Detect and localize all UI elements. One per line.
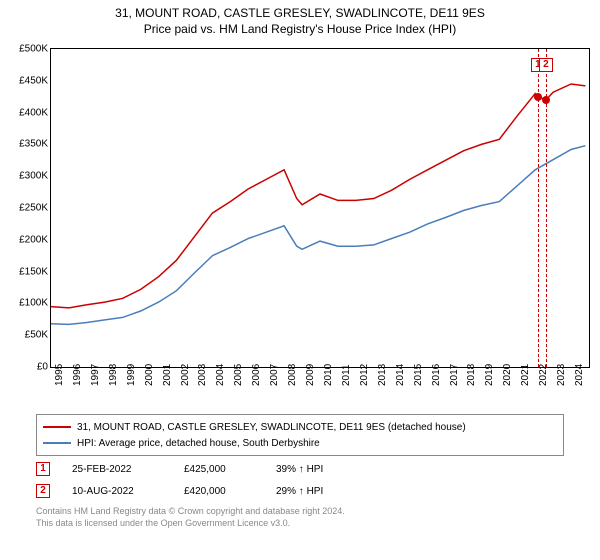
x-axis-tick: 2015 <box>413 364 424 386</box>
legend-box: 31, MOUNT ROAD, CASTLE GRESLEY, SWADLINC… <box>36 414 564 456</box>
y-axis-tick: £100K <box>6 298 48 309</box>
sale-price: £425,000 <box>184 464 254 475</box>
x-axis-tick: 2002 <box>180 364 191 386</box>
x-axis-tick: 1997 <box>90 364 101 386</box>
legend-swatch-hpi <box>43 442 71 444</box>
line-svg <box>51 49 589 367</box>
legend-label-property: 31, MOUNT ROAD, CASTLE GRESLEY, SWADLINC… <box>77 422 466 433</box>
x-axis-tick: 2012 <box>359 364 370 386</box>
legend-row: HPI: Average price, detached house, Sout… <box>43 435 557 451</box>
x-axis-tick: 1999 <box>126 364 137 386</box>
legend-row: 31, MOUNT ROAD, CASTLE GRESLEY, SWADLINC… <box>43 419 557 435</box>
sale-date: 25-FEB-2022 <box>72 464 162 475</box>
x-axis-tick: 2017 <box>449 364 460 386</box>
x-axis-tick: 2003 <box>197 364 208 386</box>
y-axis-tick: £200K <box>6 234 48 245</box>
x-axis-tick: 2011 <box>341 364 352 386</box>
sale-marker-dot <box>542 96 550 104</box>
x-axis-tick: 2024 <box>574 364 585 386</box>
x-axis-tick: 2023 <box>556 364 567 386</box>
sale-marker-badge: 2 <box>539 58 553 72</box>
x-axis-tick: 1998 <box>108 364 119 386</box>
x-axis-tick: 2014 <box>395 364 406 386</box>
legend-label-hpi: HPI: Average price, detached house, Sout… <box>77 438 320 449</box>
sale-events: 1 25-FEB-2022 £425,000 39% ↑ HPI 2 10-AU… <box>36 462 564 498</box>
legend-swatch-property <box>43 426 71 428</box>
sale-row: 2 10-AUG-2022 £420,000 29% ↑ HPI <box>36 484 564 498</box>
x-axis-tick: 2010 <box>323 364 334 386</box>
y-axis-tick: £450K <box>6 75 48 86</box>
sale-date: 10-AUG-2022 <box>72 486 162 497</box>
sale-marker-dot <box>534 93 542 101</box>
plot-area: £0£50K£100K£150K£200K£250K£300K£350K£400… <box>50 48 590 368</box>
y-axis-tick: £0 <box>6 362 48 373</box>
x-axis-tick: 2013 <box>377 364 388 386</box>
sale-hpi-delta: 29% ↑ HPI <box>276 486 356 497</box>
y-axis-tick: £50K <box>6 330 48 341</box>
title-subtitle: Price paid vs. HM Land Registry's House … <box>10 22 590 36</box>
x-axis-tick: 2022 <box>538 364 549 386</box>
x-axis-tick: 2020 <box>502 364 513 386</box>
chart-title-block: 31, MOUNT ROAD, CASTLE GRESLEY, SWADLINC… <box>0 0 600 38</box>
x-axis-tick: 2009 <box>305 364 316 386</box>
sale-badge-2: 2 <box>36 484 50 498</box>
y-axis-tick: £400K <box>6 107 48 118</box>
sale-hpi-delta: 39% ↑ HPI <box>276 464 356 475</box>
chart-container: £0£50K£100K£150K£200K£250K£300K£350K£400… <box>40 38 600 408</box>
sale-price: £420,000 <box>184 486 254 497</box>
footer-attribution: Contains HM Land Registry data © Crown c… <box>36 506 564 529</box>
x-axis-tick: 2019 <box>484 364 495 386</box>
footer-line2: This data is licensed under the Open Gov… <box>36 518 564 530</box>
y-axis-tick: £350K <box>6 139 48 150</box>
x-axis-tick: 2018 <box>466 364 477 386</box>
x-axis-tick: 2000 <box>144 364 155 386</box>
y-axis-tick: £300K <box>6 171 48 182</box>
footer-line1: Contains HM Land Registry data © Crown c… <box>36 506 564 518</box>
x-axis-tick: 2007 <box>269 364 280 386</box>
sale-row: 1 25-FEB-2022 £425,000 39% ↑ HPI <box>36 462 564 476</box>
x-axis-tick: 2006 <box>251 364 262 386</box>
x-axis-tick: 2005 <box>233 364 244 386</box>
x-axis-tick: 2016 <box>431 364 442 386</box>
x-axis-tick: 1995 <box>54 364 65 386</box>
title-address: 31, MOUNT ROAD, CASTLE GRESLEY, SWADLINC… <box>10 6 590 20</box>
x-axis-tick: 1996 <box>72 364 83 386</box>
x-axis-tick: 2008 <box>287 364 298 386</box>
x-axis-tick: 2004 <box>215 364 226 386</box>
x-axis-tick: 2021 <box>520 364 531 386</box>
sale-badge-1: 1 <box>36 462 50 476</box>
y-axis-tick: £150K <box>6 266 48 277</box>
series-line-hpi <box>51 146 585 325</box>
y-axis-tick: £500K <box>6 44 48 55</box>
x-axis-tick: 2001 <box>162 364 173 386</box>
y-axis-tick: £250K <box>6 203 48 214</box>
